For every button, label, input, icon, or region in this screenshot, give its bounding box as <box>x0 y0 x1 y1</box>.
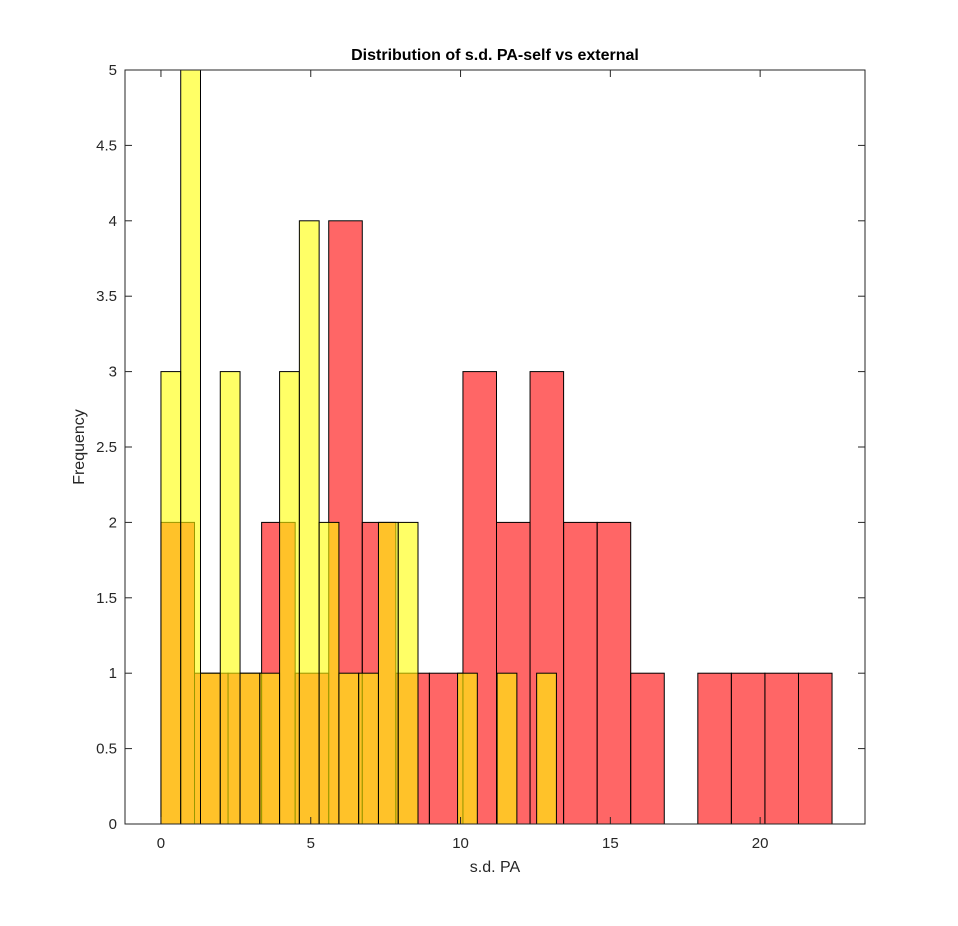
bar <box>358 672 379 825</box>
bar <box>199 672 221 825</box>
bar <box>764 672 799 825</box>
bar <box>377 521 399 825</box>
bar <box>259 672 281 825</box>
bar <box>279 371 300 825</box>
bar <box>397 521 419 825</box>
x-tick-label: 10 <box>452 835 469 852</box>
y-tick-label: 1.5 <box>96 590 117 607</box>
bar <box>318 521 340 825</box>
y-tick-label: 5 <box>109 62 117 79</box>
bar <box>219 371 241 825</box>
y-tick-label: 1 <box>109 665 117 682</box>
bar <box>457 672 478 825</box>
y-tick-label: 2 <box>109 514 117 531</box>
bar <box>797 672 833 825</box>
bar <box>496 672 518 825</box>
bar <box>536 672 557 825</box>
ticks-layer: 0 5 10 15 20 0 0.5 1 1.5 2 2.5 3 3.5 4 4.5 5 <box>96 62 865 852</box>
x-tick-label: 0 <box>157 835 165 852</box>
series-2 <box>160 69 557 825</box>
x-tick-label: 5 <box>307 835 315 852</box>
chart-title: Distribution of s.d. PA-self vs external <box>351 47 639 64</box>
x-tick-label: 20 <box>752 835 769 852</box>
y-axis-title: Frequency <box>71 409 88 485</box>
bar <box>239 672 261 825</box>
bar <box>596 521 632 825</box>
y-tick-label: 0 <box>109 816 117 833</box>
bars-layer <box>160 69 833 825</box>
bar <box>180 69 201 825</box>
bar <box>563 521 598 825</box>
y-tick-label: 2.5 <box>96 439 117 456</box>
bar <box>697 672 732 825</box>
bar <box>730 672 766 825</box>
bar <box>338 672 360 825</box>
x-axis-title: s.d. PA <box>470 859 521 876</box>
x-tick-label: 15 <box>602 835 619 852</box>
y-tick-label: 4.5 <box>96 137 117 154</box>
bar <box>630 672 665 825</box>
y-tick-label: 4 <box>109 213 117 230</box>
y-tick-label: 3.5 <box>96 288 117 305</box>
y-tick-label: 0.5 <box>96 741 117 758</box>
bar <box>160 371 182 825</box>
y-tick-label: 3 <box>109 364 117 381</box>
bar <box>298 220 320 825</box>
